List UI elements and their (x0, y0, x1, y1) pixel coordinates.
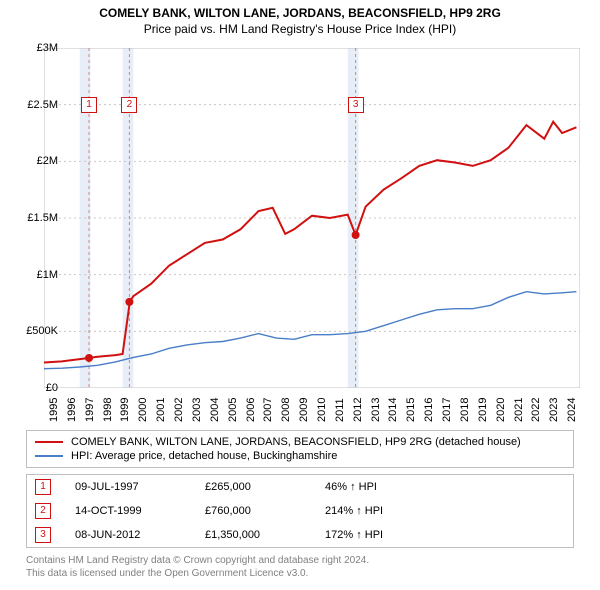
sales-row-date: 08-JUN-2012 (75, 529, 205, 541)
legend-label: HPI: Average price, detached house, Buck… (71, 450, 337, 462)
sale-marker-box: 3 (348, 97, 364, 113)
legend-row: COMELY BANK, WILTON LANE, JORDANS, BEACO… (35, 435, 565, 449)
sales-row-price: £1,350,000 (205, 529, 325, 541)
sales-row-pct: 172% ↑ HPI (325, 529, 445, 541)
legend: COMELY BANK, WILTON LANE, JORDANS, BEACO… (26, 430, 574, 468)
x-tick-label: 1995 (48, 398, 60, 422)
x-tick-label: 2017 (441, 398, 453, 422)
x-tick-label: 2000 (137, 398, 149, 422)
x-tick-label: 2020 (495, 398, 507, 422)
sales-row-date: 14-OCT-1999 (75, 505, 205, 517)
y-tick-label: £2M (37, 155, 58, 167)
x-tick-label: 1999 (119, 398, 131, 422)
legend-swatch (35, 455, 63, 457)
sales-row-pct: 214% ↑ HPI (325, 505, 445, 517)
legend-label: COMELY BANK, WILTON LANE, JORDANS, BEACO… (71, 436, 521, 448)
x-tick-label: 2015 (405, 398, 417, 422)
sales-row-pct: 46% ↑ HPI (325, 481, 445, 493)
legend-row: HPI: Average price, detached house, Buck… (35, 449, 565, 463)
x-tick-label: 2007 (262, 398, 274, 422)
x-tick-label: 2005 (227, 398, 239, 422)
x-tick-label: 2008 (280, 398, 292, 422)
sales-row-price: £760,000 (205, 505, 325, 517)
x-tick-label: 2001 (155, 398, 167, 422)
footer-line-2: This data is licensed under the Open Gov… (26, 567, 574, 580)
footer-line-1: Contains HM Land Registry data © Crown c… (26, 554, 574, 567)
y-tick-label: £2.5M (27, 99, 58, 111)
sales-table-row: 1 09-JUL-1997£265,00046% ↑ HPI (27, 475, 573, 499)
x-tick-label: 2010 (316, 398, 328, 422)
sale-marker-box: 2 (121, 97, 137, 113)
x-tick-label: 2021 (513, 398, 525, 422)
y-tick-label: £1.5M (27, 212, 58, 224)
chart-title: COMELY BANK, WILTON LANE, JORDANS, BEACO… (0, 0, 600, 20)
y-tick-label: £3M (37, 42, 58, 54)
x-tick-label: 2004 (209, 398, 221, 422)
sales-row-marker: 3 (35, 527, 51, 543)
sales-row-date: 09-JUL-1997 (75, 481, 205, 493)
sales-table-row: 3 08-JUN-2012£1,350,000172% ↑ HPI (27, 523, 573, 547)
x-tick-label: 2023 (548, 398, 560, 422)
x-tick-label: 2011 (334, 398, 346, 422)
sales-table: 1 09-JUL-1997£265,00046% ↑ HPI 2 14-OCT-199… (26, 474, 574, 548)
x-tick-label: 2002 (173, 398, 185, 422)
sales-row-marker: 1 (35, 479, 51, 495)
chart-container: COMELY BANK, WILTON LANE, JORDANS, BEACO… (0, 0, 600, 590)
x-tick-label: 1998 (102, 398, 114, 422)
x-tick-label: 2003 (191, 398, 203, 422)
x-tick-label: 2022 (530, 398, 542, 422)
y-tick-label: £500K (26, 325, 58, 337)
x-tick-label: 2019 (477, 398, 489, 422)
x-tick-label: 2016 (423, 398, 435, 422)
x-tick-label: 2012 (352, 398, 364, 422)
y-tick-label: £0 (46, 382, 58, 394)
x-tick-label: 2006 (245, 398, 257, 422)
x-tick-label: 2009 (298, 398, 310, 422)
legend-swatch (35, 441, 63, 443)
x-tick-label: 1997 (84, 398, 96, 422)
x-tick-label: 1996 (66, 398, 78, 422)
sale-marker-box: 1 (81, 97, 97, 113)
sales-table-row: 2 14-OCT-1999£760,000214% ↑ HPI (27, 499, 573, 523)
x-tick-label: 2024 (566, 398, 578, 422)
sales-row-marker: 2 (35, 503, 51, 519)
x-tick-label: 2014 (387, 398, 399, 422)
chart-subtitle: Price paid vs. HM Land Registry's House … (0, 20, 600, 40)
sales-row-price: £265,000 (205, 481, 325, 493)
x-tick-label: 2013 (370, 398, 382, 422)
footer-attribution: Contains HM Land Registry data © Crown c… (26, 554, 574, 580)
y-tick-label: £1M (37, 269, 58, 281)
x-tick-label: 2018 (459, 398, 471, 422)
